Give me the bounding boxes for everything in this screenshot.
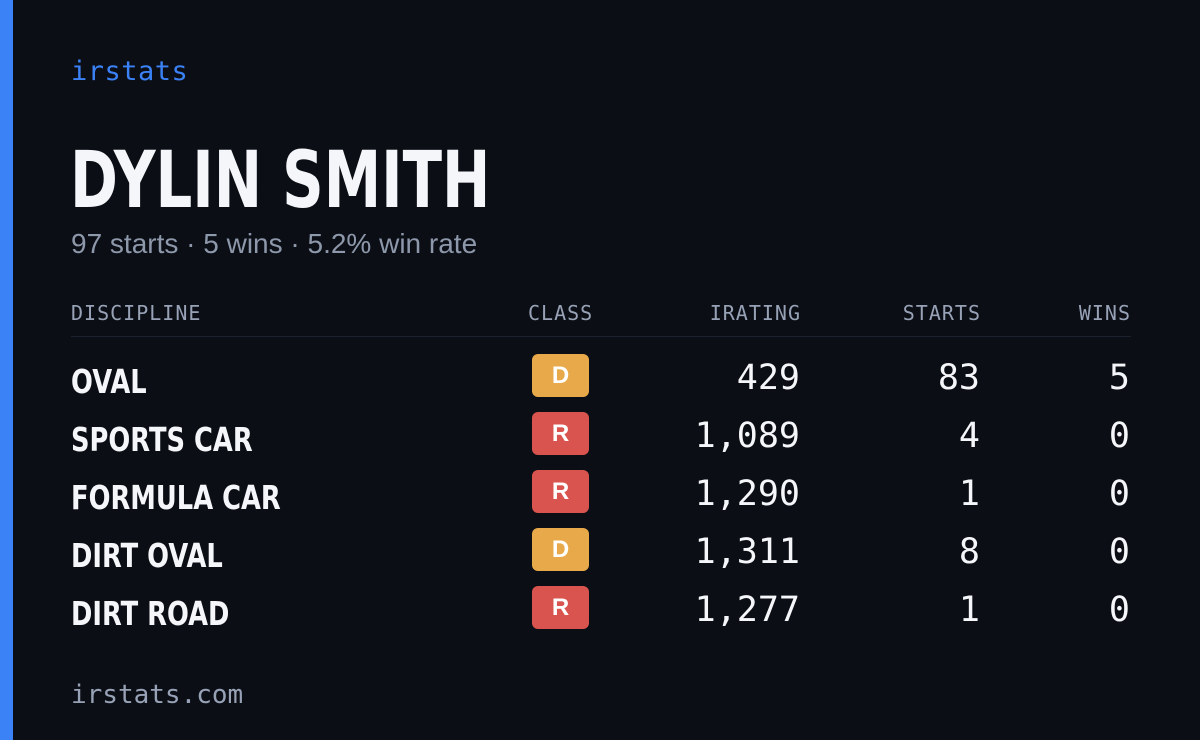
table-row: SPORTS CAR R 1,089 4 0 (71, 412, 1131, 470)
class-badge: R (532, 412, 589, 455)
wins-value: 0 (1108, 590, 1130, 630)
footer-url: irstats.com (71, 680, 244, 710)
wins-value: 0 (1108, 416, 1130, 456)
discipline-name: SPORTS CAR (71, 420, 253, 459)
header-starts: STARTS (902, 301, 981, 325)
table-row: FORMULA CAR R 1,290 1 0 (71, 470, 1131, 528)
irating-value: 1,277 (694, 590, 800, 630)
discipline-table: DISCIPLINE CLASS IRATING STARTS WINS OVA… (71, 296, 1131, 644)
driver-name: DYLIN SMITH (70, 136, 491, 226)
class-badge: D (532, 354, 589, 397)
driver-summary: 97 starts · 5 wins · 5.2% win rate (71, 228, 478, 259)
discipline-name: DIRT OVAL (71, 536, 223, 575)
class-badge: R (532, 470, 589, 513)
starts-value: 83 (937, 358, 980, 398)
table-row: DIRT ROAD R 1,277 1 0 (71, 586, 1131, 644)
starts-value: 1 (958, 474, 980, 514)
starts-value: 4 (958, 416, 980, 456)
header-discipline: DISCIPLINE (71, 301, 202, 325)
irating-value: 429 (736, 358, 800, 398)
header-wins: WINS (1078, 301, 1131, 325)
brand-logo-text: irstats (71, 56, 189, 87)
irating-value: 1,290 (694, 474, 800, 514)
wins-value: 0 (1108, 474, 1130, 514)
discipline-name: OVAL (71, 362, 147, 401)
header-irating: IRATING (709, 301, 801, 325)
discipline-name: FORMULA CAR (71, 478, 281, 517)
discipline-name: DIRT ROAD (71, 594, 230, 633)
wins-value: 5 (1108, 358, 1130, 398)
starts-value: 8 (958, 532, 980, 572)
accent-bar (0, 0, 13, 740)
table-body: OVAL D 429 83 5 SPORTS CAR R 1,089 4 0 F… (71, 337, 1131, 644)
table-header: DISCIPLINE CLASS IRATING STARTS WINS (71, 296, 1131, 337)
irating-value: 1,089 (694, 416, 800, 456)
class-badge: R (532, 586, 589, 629)
table-row: OVAL D 429 83 5 (71, 354, 1131, 412)
table-row: DIRT OVAL D 1,311 8 0 (71, 528, 1131, 586)
header-class: CLASS (528, 301, 594, 325)
wins-value: 0 (1108, 532, 1130, 572)
irating-value: 1,311 (694, 532, 800, 572)
starts-value: 1 (958, 590, 980, 630)
class-badge: D (532, 528, 589, 571)
